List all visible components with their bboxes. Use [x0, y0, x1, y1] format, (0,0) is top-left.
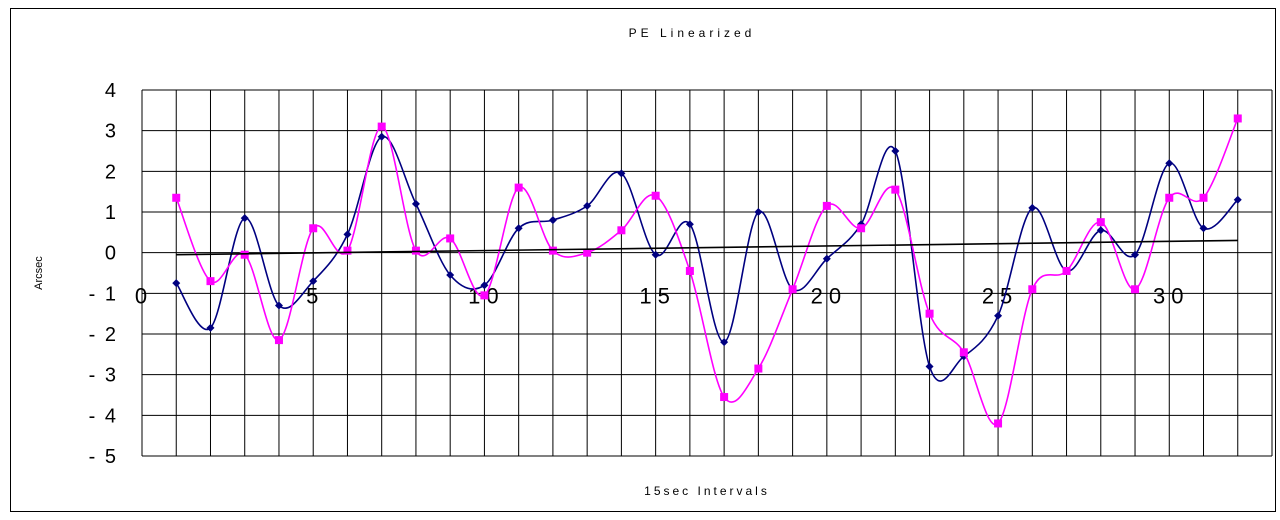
diamond-marker: [994, 311, 1003, 320]
diamond-marker: [1131, 250, 1140, 259]
square-marker: [891, 185, 900, 194]
square-marker: [994, 419, 1003, 428]
x-tick-labels: 051015202530: [135, 283, 1189, 308]
square-marker: [548, 246, 557, 255]
series-line-0: [175, 135, 1239, 382]
square-marker: [925, 309, 934, 318]
y-tick-label: - 4: [89, 405, 118, 427]
diamond-marker: [480, 281, 489, 290]
series-layer: [172, 114, 1242, 428]
diamond-marker: [514, 224, 523, 233]
square-marker: [514, 183, 523, 192]
square-marker: [309, 224, 318, 233]
square-marker: [788, 285, 797, 294]
series-1: [172, 114, 1242, 428]
y-axis-label: Arcsec: [33, 256, 45, 290]
diamond-marker: [1165, 159, 1174, 168]
square-marker: [1062, 266, 1071, 275]
y-tick-label: 0: [105, 243, 118, 265]
square-marker: [1096, 218, 1105, 227]
x-tick-label: 15: [639, 283, 675, 308]
diamond-marker: [1199, 224, 1208, 233]
diamond-marker: [411, 199, 420, 208]
x-tick-label: 30: [1153, 283, 1189, 308]
diamond-marker: [720, 338, 729, 347]
square-marker: [583, 248, 592, 257]
y-tick-label: 2: [105, 161, 118, 183]
diamond-marker: [377, 132, 386, 141]
square-marker: [754, 364, 763, 373]
square-marker: [206, 277, 215, 286]
x-tick-label: 0: [135, 283, 153, 308]
square-marker: [720, 393, 729, 402]
y-tick-label: 1: [105, 202, 118, 224]
diamond-marker: [651, 250, 660, 259]
diamond-marker: [583, 201, 592, 210]
square-marker: [1165, 193, 1174, 202]
square-marker: [1233, 114, 1242, 123]
grid: [141, 89, 1273, 457]
diamond-marker: [172, 279, 181, 288]
square-marker: [1131, 285, 1140, 294]
chart-title: PE Linearized: [629, 26, 756, 40]
series-2: [176, 239, 1238, 256]
diamond-marker: [1233, 195, 1242, 204]
x-tick-label: 20: [811, 283, 847, 308]
y-tick-label: - 3: [89, 365, 118, 387]
trend-line: [176, 239, 1238, 256]
diamond-marker: [309, 277, 318, 286]
diamond-marker: [206, 323, 215, 332]
diamond-marker: [274, 301, 283, 310]
diamond-marker: [925, 362, 934, 371]
square-marker: [446, 234, 455, 243]
y-tick-label: - 1: [89, 283, 118, 305]
x-axis-label: 15sec Intervals: [644, 484, 770, 498]
square-marker: [240, 250, 249, 259]
x-tick-label: 5: [306, 283, 324, 308]
y-tick-label: - 5: [89, 446, 118, 468]
diamond-marker: [548, 216, 557, 225]
y-tick-label: 4: [105, 80, 118, 102]
square-marker: [343, 246, 352, 255]
square-marker: [274, 336, 283, 345]
y-tick-labels: 4 3 2 1 0 - 1 - 2 - 3 - 4 - 5: [89, 80, 118, 468]
square-marker: [377, 122, 386, 131]
square-marker: [959, 348, 968, 357]
y-tick-label: 3: [105, 121, 118, 143]
diamond-marker: [891, 147, 900, 155]
square-marker: [651, 191, 660, 200]
square-marker: [857, 224, 866, 233]
diamond-marker: [685, 220, 694, 229]
y-tick-label: - 2: [89, 324, 118, 346]
diamond-marker: [1028, 203, 1037, 212]
square-marker: [685, 266, 694, 275]
square-marker: [617, 226, 626, 235]
diamond-marker: [1096, 226, 1105, 235]
diamond-marker: [240, 214, 249, 223]
square-marker: [822, 201, 831, 210]
square-marker: [1028, 285, 1037, 294]
square-marker: [480, 291, 489, 300]
diamond-marker: [822, 254, 831, 263]
diamond-marker: [754, 208, 763, 216]
series-0: [172, 132, 1242, 382]
diamond-marker: [617, 169, 626, 178]
diamond-marker: [446, 271, 455, 280]
square-marker: [411, 246, 420, 255]
series-line-1: [175, 118, 1239, 426]
square-marker: [1199, 193, 1208, 202]
square-marker: [172, 193, 181, 202]
diamond-marker: [343, 230, 352, 239]
chart-frame: [10, 8, 1276, 512]
x-tick-label: 25: [982, 283, 1018, 308]
